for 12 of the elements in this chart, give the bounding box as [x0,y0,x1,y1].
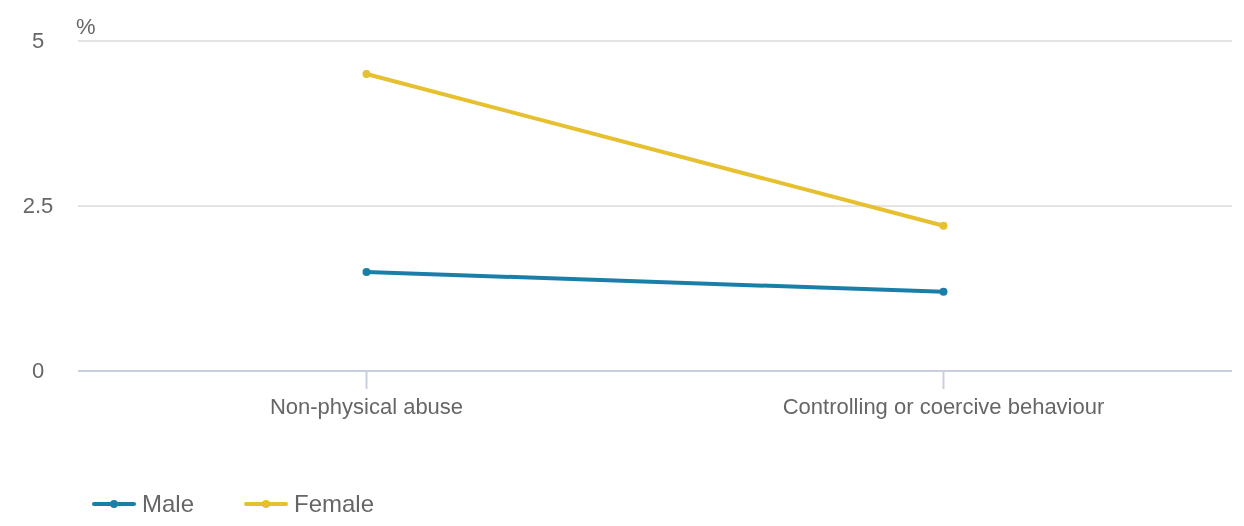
y-tick-label: 5 [31,28,45,53]
legend-label: Male [142,490,195,517]
y-tick-label: 0 [31,358,45,383]
point [939,287,948,296]
point [362,268,371,276]
x-tick-label: Non-physical abuse [269,394,464,419]
y-axis-title: % [76,14,96,39]
point [362,70,371,78]
legend-label: Female [294,490,375,517]
point [939,221,948,230]
y-tick-label: 2.5 [22,193,54,218]
x-tick-label: Controlling or coercive behaviour [782,394,1105,419]
